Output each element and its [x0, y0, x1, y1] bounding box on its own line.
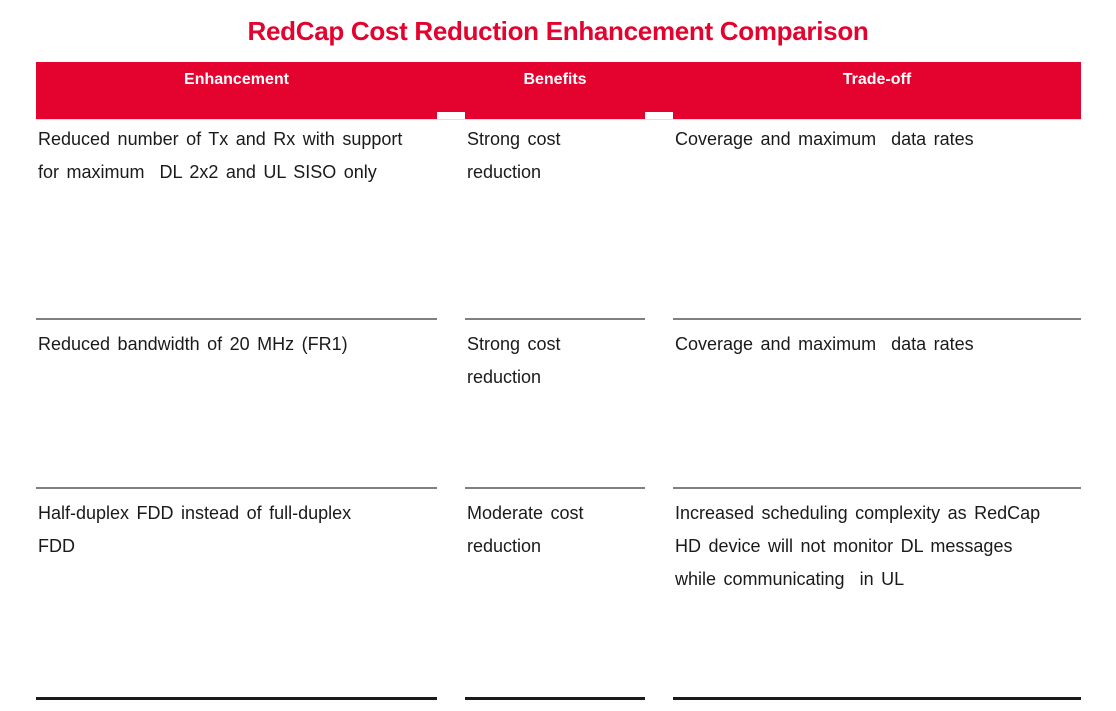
column-gap — [645, 487, 673, 697]
table-row: Reduced bandwidth of 20 MHz (FR1) Strong… — [36, 318, 1081, 487]
cell-tradeoff: Coverage and maximum data rates — [675, 129, 974, 149]
table-row: Half-duplex FDD instead of full-duplex F… — [36, 487, 1081, 697]
cell-tradeoff: Coverage and maximum data rates — [673, 318, 1081, 487]
cell-enhancement: Half-duplex FDD instead of full-duplex F… — [36, 487, 437, 697]
column-header-tradeoff: Trade-off — [842, 71, 912, 88]
column-gap — [645, 697, 673, 700]
column-gap — [437, 318, 465, 487]
header-notch-strip — [36, 112, 1081, 119]
column-gap — [437, 62, 465, 112]
header-notch-segment — [36, 112, 437, 119]
header-hairline — [36, 119, 1081, 120]
bottom-rule-segment — [36, 697, 437, 700]
cell-benefits: Moderate cost reduction — [465, 487, 645, 697]
column-gap — [645, 120, 673, 318]
header-notch-segment — [465, 112, 645, 119]
column-header-benefits: Benefits — [523, 71, 587, 88]
table-header-row: Enhancement Benefits Trade-off — [36, 62, 1081, 112]
header-notch-gap — [645, 112, 673, 119]
column-gap — [437, 697, 465, 700]
column-gap — [645, 318, 673, 487]
column-gap — [437, 120, 465, 318]
header-notch-gap — [437, 112, 465, 119]
comparison-table: Enhancement Benefits Trade-off Reduced n… — [36, 62, 1081, 700]
bottom-rule-segment — [673, 697, 1081, 700]
page-title: RedCap Cost Reduction Enhancement Compar… — [247, 16, 869, 46]
cell-benefits: Strong cost reduction — [467, 129, 561, 182]
table-row: Reduced number of Tx and Rx with support… — [36, 120, 1081, 318]
table-bottom-rule — [36, 697, 1081, 700]
header-notch-segment — [673, 112, 1081, 119]
column-gap — [437, 487, 465, 697]
cell-tradeoff: Increased scheduling complexity as RedCa… — [673, 487, 1081, 697]
column-gap — [645, 62, 673, 112]
bottom-rule-segment — [465, 697, 645, 700]
cell-enhancement: Reduced bandwidth of 20 MHz (FR1) — [36, 318, 437, 487]
cell-benefits: Strong cost reduction — [465, 318, 645, 487]
cell-enhancement: Reduced number of Tx and Rx with support… — [38, 129, 403, 182]
column-header-enhancement: Enhancement — [184, 71, 289, 88]
